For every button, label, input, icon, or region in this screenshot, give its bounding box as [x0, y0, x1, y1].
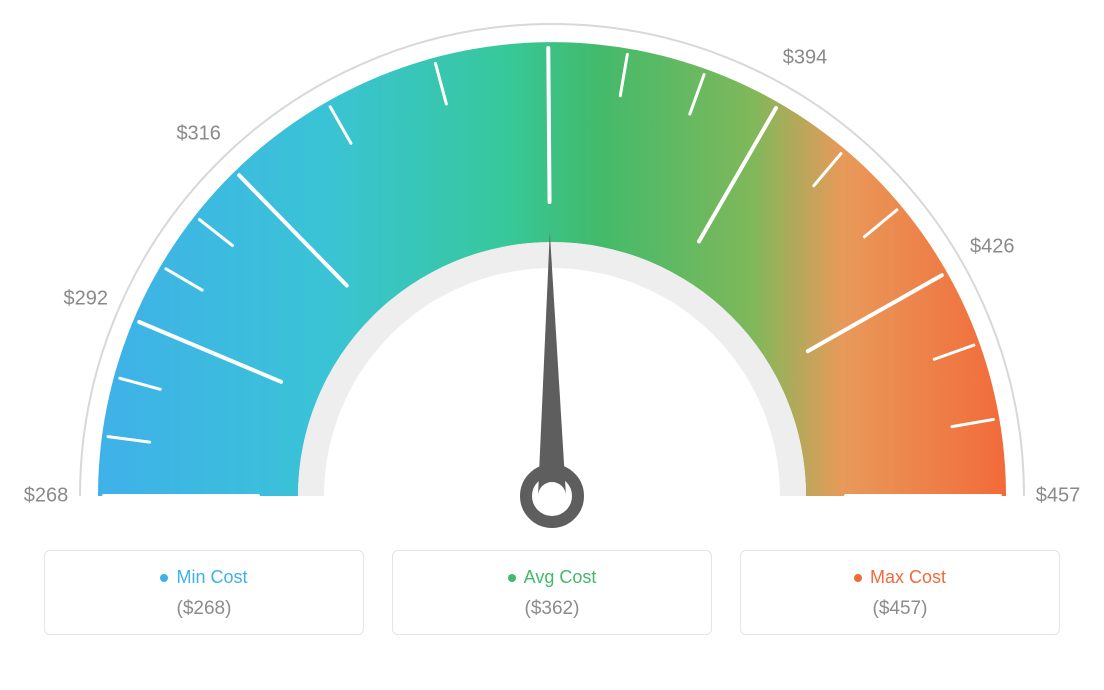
legend-label-min: Min Cost — [176, 567, 247, 588]
legend-title-max: Max Cost — [854, 567, 946, 588]
legend-row: Min Cost ($268) Avg Cost ($362) Max Cost… — [0, 550, 1104, 635]
legend-card-min: Min Cost ($268) — [44, 550, 364, 635]
gauge-tick-label: $268 — [24, 485, 69, 508]
legend-dot-min — [160, 574, 168, 582]
legend-title-min: Min Cost — [160, 567, 247, 588]
gauge-tick-label: $426 — [970, 235, 1015, 258]
legend-title-avg: Avg Cost — [508, 567, 597, 588]
legend-label-avg: Avg Cost — [524, 567, 597, 588]
legend-card-max: Max Cost ($457) — [740, 550, 1060, 635]
gauge-tick-label: $394 — [783, 46, 828, 69]
legend-dot-avg — [508, 574, 516, 582]
legend-value-avg: ($362) — [403, 598, 701, 620]
gauge-tick-label: $316 — [176, 122, 221, 145]
legend-card-avg: Avg Cost ($362) — [392, 550, 712, 635]
legend-value-min: ($268) — [55, 598, 353, 620]
legend-dot-max — [854, 574, 862, 582]
gauge-tick-label: $457 — [1036, 485, 1081, 508]
gauge-chart: $268 $292 $316 $362 $394 $426 $457 — [0, 0, 1104, 540]
gauge-svg — [0, 0, 1104, 540]
legend-value-max: ($457) — [751, 598, 1049, 620]
gauge-tick-label: $362 — [526, 0, 571, 2]
gauge-tick-label: $292 — [63, 288, 108, 311]
legend-label-max: Max Cost — [870, 567, 946, 588]
